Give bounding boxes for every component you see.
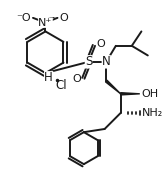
Text: NH₂: NH₂ xyxy=(141,108,163,118)
Text: N⁺: N⁺ xyxy=(38,18,53,28)
Text: Cl: Cl xyxy=(56,79,67,92)
Polygon shape xyxy=(106,80,121,94)
Text: O: O xyxy=(72,74,81,84)
Text: O: O xyxy=(60,13,69,23)
Text: OH: OH xyxy=(141,89,158,99)
Text: ⁻O: ⁻O xyxy=(16,13,31,23)
Polygon shape xyxy=(121,93,140,95)
Text: O: O xyxy=(97,39,105,49)
Text: S: S xyxy=(85,55,92,68)
Text: N: N xyxy=(102,55,111,68)
Text: H: H xyxy=(44,71,53,84)
